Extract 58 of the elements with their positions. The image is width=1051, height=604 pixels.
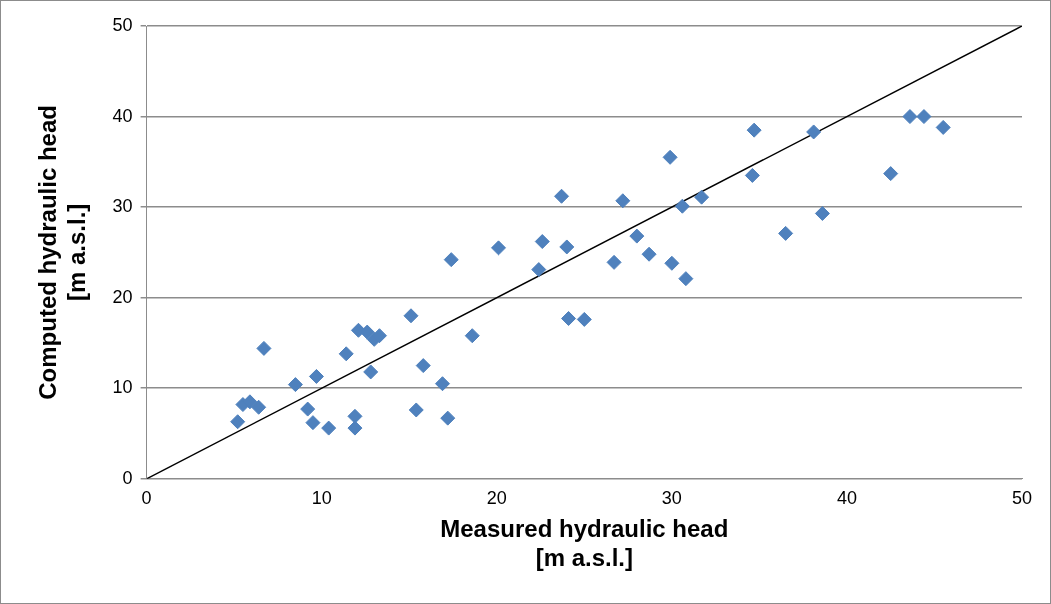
x-tick-label: 10: [311, 487, 332, 508]
point: [440, 410, 456, 426]
y-tick-label: 20: [112, 286, 133, 307]
y-tick-label: 30: [112, 196, 133, 217]
point: [321, 420, 337, 436]
point: [935, 119, 951, 135]
x-axis-title: Measured hydraulic head [m a.s.l.]: [440, 515, 729, 572]
point: [916, 109, 932, 125]
point: [554, 188, 570, 204]
point: [408, 402, 424, 418]
x-tick-label: 30: [661, 487, 682, 508]
point: [674, 198, 690, 214]
point: [806, 124, 822, 140]
point: [363, 364, 379, 380]
point: [678, 271, 694, 287]
point: [534, 234, 550, 250]
x-tick-label: 40: [836, 487, 857, 508]
point: [576, 311, 592, 327]
point: [694, 189, 710, 205]
point: [443, 252, 459, 268]
point: [435, 376, 450, 392]
x-tick-label: 50: [1011, 487, 1033, 508]
point: [744, 167, 760, 183]
x-tick-label: 0: [141, 487, 152, 508]
y-tick-label: 50: [112, 14, 133, 35]
point: [746, 122, 762, 138]
point: [491, 240, 507, 256]
point: [606, 254, 622, 270]
point: [308, 368, 324, 384]
point: [347, 420, 363, 436]
point: [256, 340, 272, 356]
point: [883, 166, 899, 182]
point: [251, 399, 267, 415]
point: [615, 193, 631, 209]
y-tick-label: 0: [122, 467, 133, 488]
point: [629, 228, 645, 244]
y-axis-title: Computed hydraulic head [m a.s.l.]: [34, 105, 90, 400]
point: [664, 255, 680, 271]
point: [778, 225, 794, 241]
point: [662, 149, 678, 165]
x-tick-label: 20: [486, 487, 507, 508]
point: [902, 109, 918, 125]
y-tick-label: 40: [112, 105, 133, 126]
point: [300, 401, 316, 417]
point: [305, 415, 321, 431]
point: [415, 358, 431, 374]
point: [464, 328, 480, 344]
point: [814, 205, 830, 221]
point: [230, 414, 246, 430]
point: [531, 262, 547, 278]
y-tick-label: 10: [112, 377, 133, 398]
point: [287, 377, 303, 393]
point: [561, 311, 577, 327]
point: [559, 239, 575, 255]
point: [338, 346, 354, 362]
point: [641, 246, 657, 262]
point: [403, 308, 419, 324]
point: [347, 408, 363, 424]
